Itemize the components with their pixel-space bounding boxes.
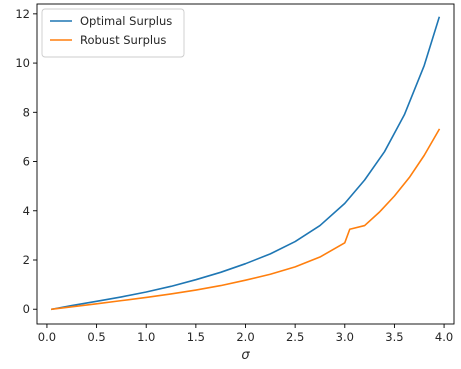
y-tick-label: 12 xyxy=(15,7,30,21)
x-tick-label: 0.5 xyxy=(87,330,105,344)
x-tick-label: 0.0 xyxy=(38,330,56,344)
y-tick-label: 0 xyxy=(23,302,30,316)
ticks-layer: 0.0 0.5 1.0 1.5 2.0 2.5 3.0 3.5 4.0 0 2 4 6 8 10 12 xyxy=(15,7,453,344)
series-line-optimal-surplus xyxy=(50,16,441,311)
x-tick-label: 4.0 xyxy=(435,330,453,344)
y-tick-label: 6 xyxy=(23,155,30,169)
legend-label: Optimal Surplus xyxy=(80,14,172,28)
x-tick-label: 1.0 xyxy=(137,330,155,344)
y-tick-label: 10 xyxy=(15,56,30,70)
series-line-robust-surplus xyxy=(50,128,441,311)
legend-label: Robust Surplus xyxy=(80,33,166,47)
x-axis-label: σ xyxy=(241,348,250,363)
legend-box xyxy=(41,8,185,58)
x-tick-label: 2.5 xyxy=(286,330,304,344)
y-tick-label: 8 xyxy=(23,105,30,119)
x-tick-label: 3.5 xyxy=(385,330,403,344)
y-tick-label: 4 xyxy=(23,204,30,218)
y-tick-label: 2 xyxy=(23,253,30,267)
x-tick-label: 1.5 xyxy=(187,330,205,344)
legend: Optimal Surplus Robust Surplus xyxy=(41,8,185,58)
x-tick-label: 2.0 xyxy=(236,330,254,344)
series-layer xyxy=(50,16,441,311)
x-tick-label: 3.0 xyxy=(336,330,354,344)
